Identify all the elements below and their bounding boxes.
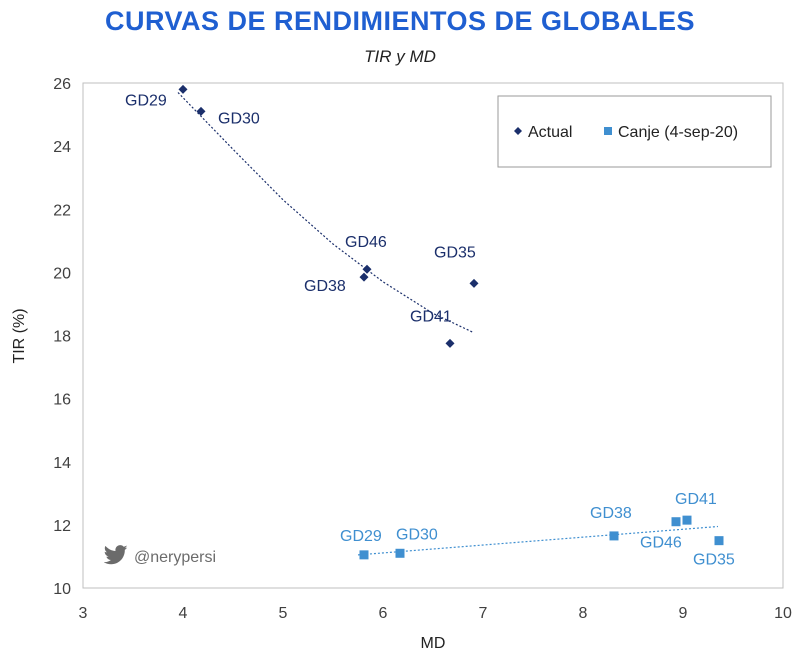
data-points: GD29 GD30 GD46 GD38 GD35 GD41 GD29 GD30 GD38 GD46… (125, 84, 735, 569)
trendline-actual (177, 92, 474, 333)
point-actual-gd38 (359, 272, 369, 282)
x-tick-label: 9 (679, 605, 688, 622)
point-actual-gd41 (445, 338, 455, 348)
trendlines (177, 92, 719, 556)
x-tick-label: 5 (279, 605, 288, 622)
x-tick-label: 6 (379, 605, 388, 622)
legend-label-canje: Canje (4-sep-20) (618, 124, 738, 141)
point-label-actual-gd46: GD46 (345, 234, 387, 251)
y-tick-label: 24 (53, 139, 71, 156)
point-canje-gd35 (714, 536, 724, 546)
y-tick-label: 22 (53, 202, 71, 219)
x-tick-label: 8 (579, 605, 588, 622)
legend-label-actual: Actual (528, 124, 572, 141)
y-axis-ticks: 10 12 14 16 18 20 22 24 26 (53, 76, 71, 598)
point-label-canje-gd29: GD29 (340, 528, 382, 545)
point-canje-gd41 (682, 515, 692, 525)
chart-title: CURVAS DE RENDIMIENTOS DE GLOBALES (104, 6, 696, 36)
point-label-canje-gd30: GD30 (396, 526, 438, 543)
point-canje-gd46 (671, 517, 681, 527)
y-tick-label: 20 (53, 265, 71, 282)
point-label-canje-gd38: GD38 (590, 505, 632, 522)
x-axis-title: MD (421, 635, 446, 652)
legend-marker-actual (514, 127, 522, 135)
x-axis-ticks: 3 4 5 6 7 8 9 10 (79, 605, 792, 622)
point-label-canje-gd46: GD46 (640, 535, 682, 552)
point-actual-gd29 (178, 84, 188, 94)
point-label-actual-gd30: GD30 (218, 110, 260, 127)
watermark: @nerypersi (103, 545, 217, 570)
y-tick-label: 10 (53, 581, 71, 598)
y-tick-label: 14 (53, 455, 71, 472)
plot-area-border (82, 82, 784, 589)
legend-marker-canje (604, 127, 612, 135)
twitter-bird-icon (103, 545, 128, 570)
watermark-handle: @nerypersi (134, 548, 217, 566)
point-label-actual-gd41: GD41 (410, 308, 452, 325)
point-canje-gd29 (359, 550, 369, 560)
y-tick-label: 12 (53, 518, 71, 535)
point-label-actual-gd38: GD38 (304, 278, 346, 295)
point-canje-gd38 (609, 531, 619, 541)
trendline-canje (357, 525, 719, 556)
point-label-canje-gd41: GD41 (675, 491, 717, 508)
point-actual-gd46 (362, 264, 372, 274)
point-actual-gd35 (469, 278, 479, 288)
point-label-canje-gd35: GD35 (693, 552, 735, 569)
y-tick-label: 16 (53, 392, 71, 409)
point-canje-gd30 (395, 548, 405, 558)
point-label-actual-gd29: GD29 (125, 92, 167, 109)
point-actual-gd30 (196, 106, 206, 116)
x-tick-label: 10 (774, 605, 792, 622)
y-axis-title: TIR (%) (11, 308, 28, 363)
x-tick-label: 3 (79, 605, 88, 622)
x-tick-label: 7 (479, 605, 488, 622)
chart-subtitle: TIR y MD (364, 47, 436, 66)
x-tick-label: 4 (179, 605, 188, 622)
legend: Actual Canje (4-sep-20) (497, 95, 772, 168)
y-tick-label: 26 (53, 76, 71, 93)
legend-box (497, 95, 772, 168)
y-tick-label: 18 (53, 329, 71, 346)
point-label-actual-gd35: GD35 (434, 244, 476, 261)
